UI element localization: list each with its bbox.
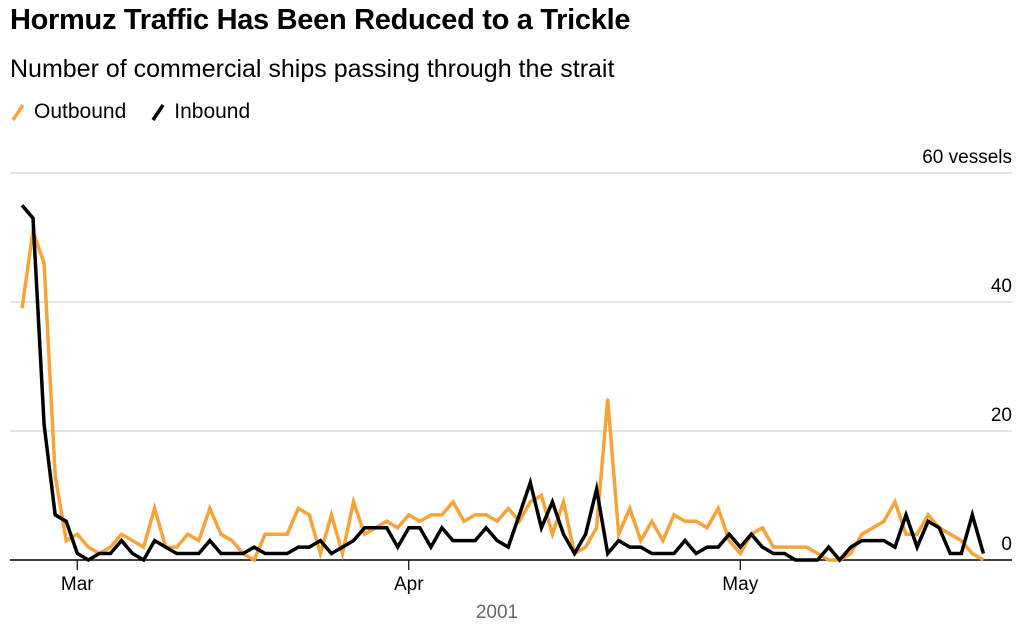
x-tick-label-mar: Mar [61,574,94,595]
x-axis: Mar Apr May 2001 [61,560,759,623]
grid-layer: 60 vessels 40 20 0 [10,147,1012,561]
x-tick-label-may: May [722,574,758,595]
chart-title: Hormuz Traffic Has Been Reduced to a Tri… [10,4,631,36]
legend-item-outbound: Outbound [10,100,126,124]
y-tick-label-0: 0 [1001,534,1012,555]
legend-label-outbound: Outbound [34,100,127,123]
y-tick-label-60: 60 vessels [922,147,1012,168]
x-tick-label-apr: Apr [394,574,424,595]
x-year-label: 2001 [476,602,518,623]
series-line-inbound [20,204,986,563]
legend-item-inbound: Inbound [150,100,250,124]
legend: Outbound Inbound [10,100,274,124]
chart-subtitle: Number of commercial ships passing throu… [10,55,615,83]
series-layer [20,204,986,563]
y-tick-label-20: 20 [991,405,1012,426]
legend-swatch-inbound [151,104,165,121]
y-tick-label-40: 40 [991,276,1012,297]
legend-swatch-outbound [11,104,25,121]
legend-label-inbound: Inbound [174,100,251,123]
series-line-outbound [20,223,985,563]
